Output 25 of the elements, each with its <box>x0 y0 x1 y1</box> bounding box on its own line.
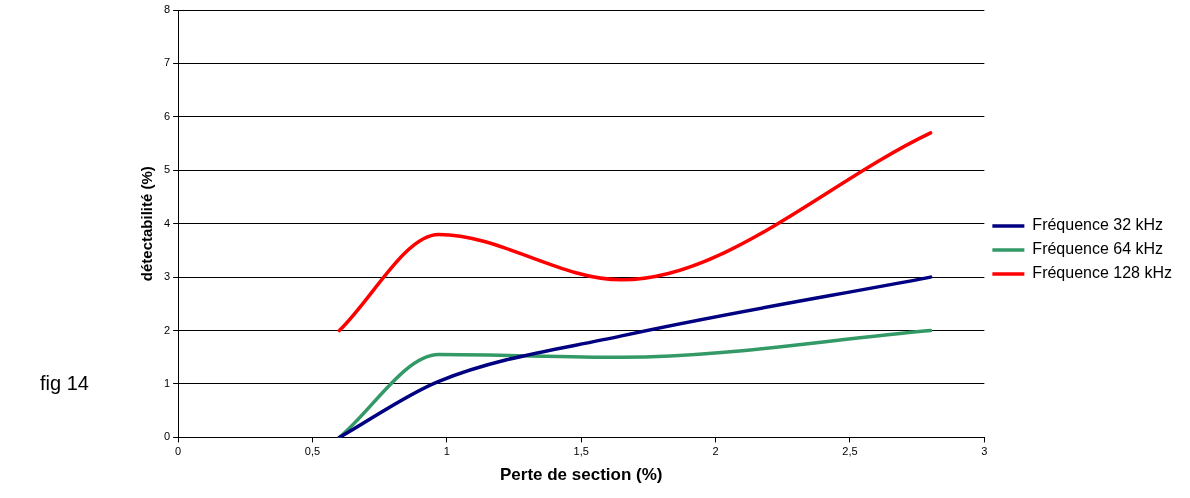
x-tick-label: 1,5 <box>573 445 589 458</box>
x-tick-label: 0 <box>175 445 182 458</box>
line-series <box>337 275 933 438</box>
legend-label: Fréquence 32 kHz <box>1032 216 1164 234</box>
y-tick-label: 3 <box>163 270 171 283</box>
y-tick-label: 7 <box>163 56 171 69</box>
y-tick-label: 2 <box>163 323 171 336</box>
y-axis-title: détectabilité (%) <box>138 166 156 282</box>
y-tick-label: 1 <box>163 377 171 390</box>
x-tick-label: 3 <box>981 445 988 458</box>
x-axis-title: Perte de section (%) <box>499 465 663 485</box>
y-tick-label: 8 <box>163 3 171 16</box>
caption: fig 14 <box>40 371 89 394</box>
x-tick-label: 1 <box>443 445 450 458</box>
line-series <box>337 328 933 438</box>
x-tick-label: 2 <box>712 445 719 458</box>
y-tick-label: 6 <box>163 109 171 122</box>
x-tick-label: 0,5 <box>304 445 321 458</box>
y-tick-label: 4 <box>163 216 171 229</box>
y-tick-label: 5 <box>163 163 171 176</box>
legend-label: Fréquence 128 kHz <box>1032 264 1173 282</box>
line-series <box>337 131 933 333</box>
y-tick-label: 0 <box>163 430 171 443</box>
legend-label: Fréquence 64 kHz <box>1032 240 1164 258</box>
x-tick-label: 2,5 <box>842 445 858 458</box>
